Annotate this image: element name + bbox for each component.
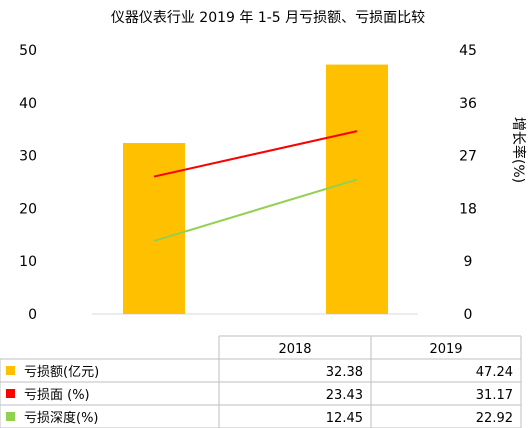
right-tick-label: 0 [464,307,473,323]
right-tick-label: 45 [459,43,477,59]
legend-label: 亏损面 (%) [24,388,90,403]
left-tick-label: 30 [19,149,37,165]
chart-title: 仪器仪表行业 2019 年 1-5 月亏损额、亏损面比较 [111,10,425,26]
right-axis-ticks: 0 9 18 27 36 45 [459,43,477,323]
bar-2018 [123,143,185,314]
table-header-2019: 2019 [429,342,462,357]
table-cell: 22.92 [476,411,513,426]
table-cell: 23.43 [326,388,363,403]
table-cell: 31.17 [476,388,513,403]
right-axis-label: 增长率(%) [510,117,527,183]
table-header-2018: 2018 [278,342,311,357]
left-tick-label: 50 [19,43,37,59]
right-tick-label: 27 [459,149,477,165]
right-tick-label: 18 [459,201,477,217]
bar-2019 [326,64,388,314]
legend-label: 亏损额(亿元) [24,365,99,380]
table-cell: 12.45 [326,411,363,426]
legend-swatch [6,412,15,421]
left-tick-label: 20 [19,201,37,217]
legend-swatch [6,366,15,375]
right-tick-label: 36 [459,96,477,112]
line-series-2 [153,178,358,242]
line-series-1 [153,130,358,178]
left-tick-label: 10 [19,254,37,270]
legend-label: 亏损深度(%) [24,410,99,426]
table-cell: 47.24 [476,365,513,380]
data-table: 2018 2019 亏损额(亿元) 32.38 47.24 亏损面 (%) 23.43 31.… [0,335,522,428]
table-cell: 32.38 [326,365,363,380]
legend-swatch [6,389,15,398]
left-tick-label: 40 [19,96,37,112]
right-tick-label: 9 [464,254,473,270]
line-series [153,130,358,242]
left-axis-ticks: 0 10 20 30 40 50 [19,43,37,323]
right-axis-title: 增长率(%) [510,117,527,183]
bar-series [123,64,388,314]
left-tick-label: 0 [28,307,37,323]
